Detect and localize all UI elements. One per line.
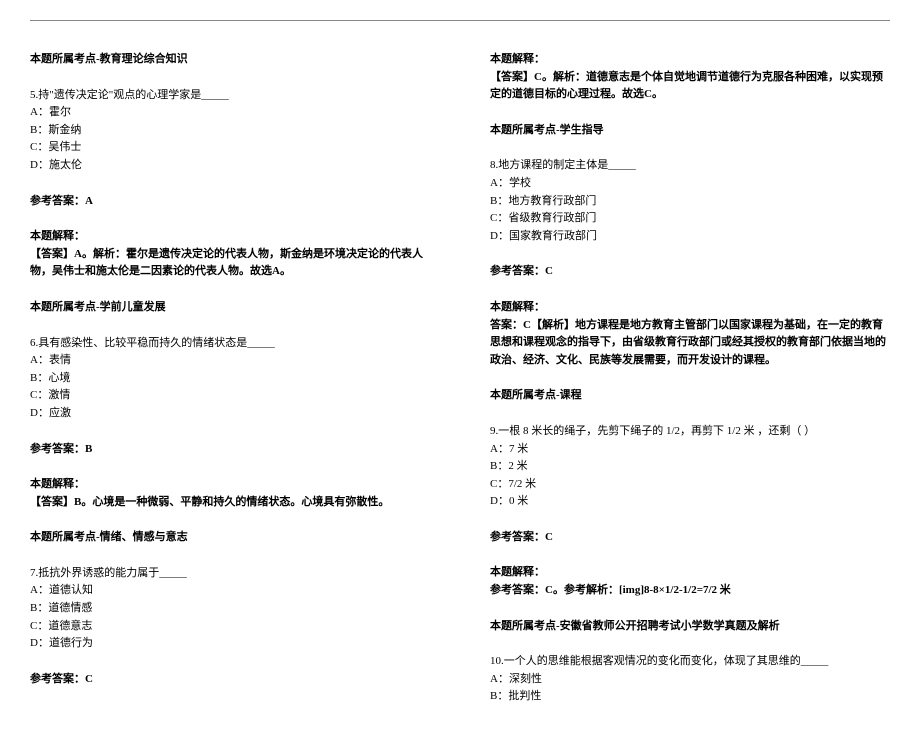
q7-answer: 参考答案：C (30, 671, 430, 689)
q8-option-d: D：国家教育行政部门 (490, 228, 890, 246)
q5-stem: 5.持"遗传决定论"观点的心理学家是_____ (30, 89, 229, 101)
q9-option-a: A：7 米 (490, 441, 890, 459)
q8-topic: 本题所属考点-课程 (490, 387, 890, 405)
q5-answer: 参考答案：A (30, 193, 430, 211)
q8-answer: 参考答案：C (490, 263, 890, 281)
q9-expl-text: 参考答案：C。参考解析：[img]8-8×1/2-1/2=7/2 米 (490, 582, 890, 600)
q5-option-a: A：霍尔 (30, 104, 430, 122)
q5-expl-label: 本题解释： (30, 228, 430, 246)
topic-header: 本题所属考点-教育理论综合知识 (30, 51, 430, 69)
left-column: 本题所属考点-教育理论综合知识 5.持"遗传决定论"观点的心理学家是_____ … (30, 51, 430, 724)
q9-option-b: B：2 米 (490, 458, 890, 476)
question-8: 8.地方课程的制定主体是_____ A：学校 B：地方教育行政部门 C：省级教育… (490, 157, 890, 245)
q9-option-c: C：7/2 米 (490, 476, 890, 494)
q7-option-a: A：道德认知 (30, 582, 430, 600)
question-7: 7.抵抗外界诱惑的能力属于_____ A：道德认知 B：道德情感 C：道德意志 … (30, 565, 430, 653)
question-6: 6.具有感染性、比较平稳而持久的情绪状态是_____ A：表情 B：心境 C：激… (30, 335, 430, 423)
top-divider (30, 20, 890, 21)
q7-option-d: D：道德行为 (30, 635, 430, 653)
question-5: 5.持"遗传决定论"观点的心理学家是_____ A：霍尔 B：斯金纳 C：吴伟士… (30, 87, 430, 175)
q6-explanation-block: 本题解释： 【答案】B。心境是一种微弱、平静和持久的情绪状态。心境具有弥散性。 (30, 476, 430, 511)
q6-topic: 本题所属考点-情绪、情感与意志 (30, 529, 430, 547)
q8-option-c: C：省级教育行政部门 (490, 210, 890, 228)
q10-stem: 10.一个人的思维能根据客观情况的变化而变化，体现了其思维的_____ (490, 655, 828, 667)
q9-topic: 本题所属考点-安徽省教师公开招聘考试小学数学真题及解析 (490, 618, 890, 636)
q5-expl-text: 【答案】A。解析：霍尔是遗传决定论的代表人物，斯金纳是环境决定论的代表人物，吴伟… (30, 246, 430, 281)
q8-expl-text: 答案：C【解析】地方课程是地方教育主管部门以国家课程为基础，在一定的教育思想和课… (490, 317, 890, 370)
q7-explanation-block: 本题解释： 【答案】C。解析：道德意志是个体自觉地调节道德行为克服各种困难，以实… (490, 51, 890, 104)
q8-option-b: B：地方教育行政部门 (490, 193, 890, 211)
q7-expl-text: 【答案】C。解析：道德意志是个体自觉地调节道德行为克服各种困难，以实现预定的道德… (490, 69, 890, 104)
q9-explanation-block: 本题解释： 参考答案：C。参考解析：[img]8-8×1/2-1/2=7/2 米 (490, 564, 890, 599)
q8-option-a: A：学校 (490, 175, 890, 193)
q6-expl-text: 【答案】B。心境是一种微弱、平静和持久的情绪状态。心境具有弥散性。 (30, 494, 430, 512)
q5-topic: 本题所属考点-学前儿童发展 (30, 299, 430, 317)
q6-stem: 6.具有感染性、比较平稳而持久的情绪状态是_____ (30, 337, 275, 349)
q9-answer: 参考答案：C (490, 529, 890, 547)
q9-stem: 9.一根 8 米长的绳子，先剪下绳子的 1/2，再剪下 1/2 米 ，还剩（ ） (490, 425, 815, 437)
q7-topic: 本题所属考点-学生指导 (490, 122, 890, 140)
q5-option-b: B：斯金纳 (30, 122, 430, 140)
q7-stem: 7.抵抗外界诱惑的能力属于_____ (30, 567, 187, 579)
question-9: 9.一根 8 米长的绳子，先剪下绳子的 1/2，再剪下 1/2 米 ，还剩（ ）… (490, 423, 890, 511)
q6-option-b: B：心境 (30, 370, 430, 388)
q7-expl-label: 本题解释： (490, 51, 890, 69)
q8-stem: 8.地方课程的制定主体是_____ (490, 159, 636, 171)
q9-option-d: D：0 米 (490, 493, 890, 511)
q10-option-a: A：深刻性 (490, 671, 890, 689)
q6-answer: 参考答案：B (30, 441, 430, 459)
q7-option-c: C：道德意志 (30, 618, 430, 636)
q9-expl-label: 本题解释： (490, 564, 890, 582)
q6-option-a: A：表情 (30, 352, 430, 370)
q8-expl-label: 本题解释： (490, 299, 890, 317)
q10-option-b: B：批判性 (490, 688, 890, 706)
right-column: 本题解释： 【答案】C。解析：道德意志是个体自觉地调节道德行为克服各种困难，以实… (490, 51, 890, 724)
q5-explanation-block: 本题解释： 【答案】A。解析：霍尔是遗传决定论的代表人物，斯金纳是环境决定论的代… (30, 228, 430, 281)
q6-option-c: C：激情 (30, 387, 430, 405)
question-10: 10.一个人的思维能根据客观情况的变化而变化，体现了其思维的_____ A：深刻… (490, 653, 890, 706)
q7-option-b: B：道德情感 (30, 600, 430, 618)
q6-option-d: D：应激 (30, 405, 430, 423)
page-container: 本题所属考点-教育理论综合知识 5.持"遗传决定论"观点的心理学家是_____ … (30, 51, 890, 724)
q5-option-c: C：吴伟士 (30, 139, 430, 157)
q5-option-d: D：施太伦 (30, 157, 430, 175)
q6-expl-label: 本题解释： (30, 476, 430, 494)
q8-explanation-block: 本题解释： 答案：C【解析】地方课程是地方教育主管部门以国家课程为基础，在一定的… (490, 299, 890, 369)
